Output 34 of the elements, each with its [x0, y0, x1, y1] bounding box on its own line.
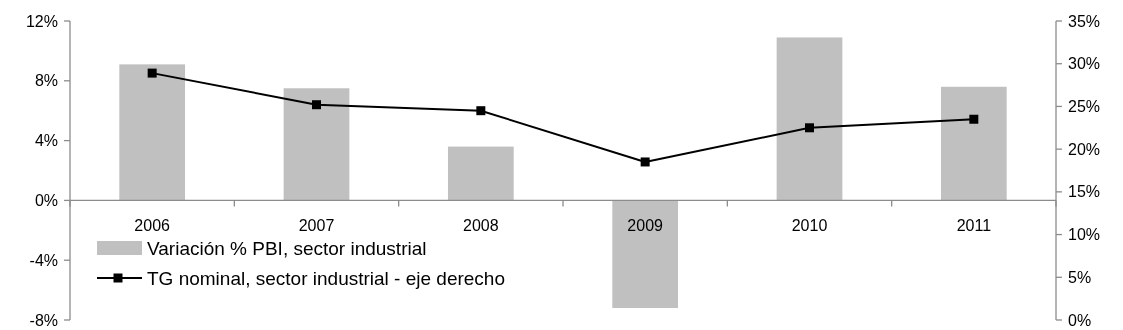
point	[640, 157, 650, 167]
y2-tick-label: 35%	[1068, 12, 1101, 30]
legend-label: Variación % PBI, sector industrial	[147, 237, 427, 259]
point	[969, 114, 979, 124]
y2-tick-label: 15%	[1068, 183, 1101, 201]
y2-tick-label: 10%	[1068, 226, 1101, 244]
point	[805, 123, 814, 133]
y-tick-label: 12%	[25, 12, 58, 30]
x-tick-label: 2006	[134, 217, 171, 235]
x-tick-label: 2007	[298, 217, 335, 235]
y2-tick-label: 30%	[1068, 55, 1101, 73]
y2-tick-label: 20%	[1068, 140, 1101, 158]
y2-tick-label: 25%	[1068, 98, 1101, 116]
bar	[283, 88, 350, 201]
x-tick-label: 2009	[627, 217, 664, 235]
y-tick-label: -8%	[29, 311, 58, 329]
bar	[119, 64, 186, 201]
y-tick-label: 8%	[34, 72, 58, 90]
y-tick-label: -4%	[29, 251, 58, 269]
point	[147, 68, 157, 78]
x-tick-label: 2011	[956, 217, 992, 235]
legend-label: TG nominal, sector industrial - eje derecho	[147, 267, 505, 289]
bar	[776, 37, 843, 201]
x-tick-label: 2010	[791, 217, 828, 235]
y2-tick-label: 5%	[1068, 268, 1092, 286]
bar	[940, 86, 1007, 201]
bar	[612, 200, 679, 309]
bar	[447, 146, 514, 201]
y-tick-label: 4%	[34, 132, 58, 150]
point	[476, 106, 486, 116]
x-tick-label: 2008	[463, 217, 499, 235]
y-tick-label: 0%	[34, 192, 58, 209]
point	[312, 100, 321, 110]
y2-tick-label: 0%	[1068, 311, 1092, 329]
